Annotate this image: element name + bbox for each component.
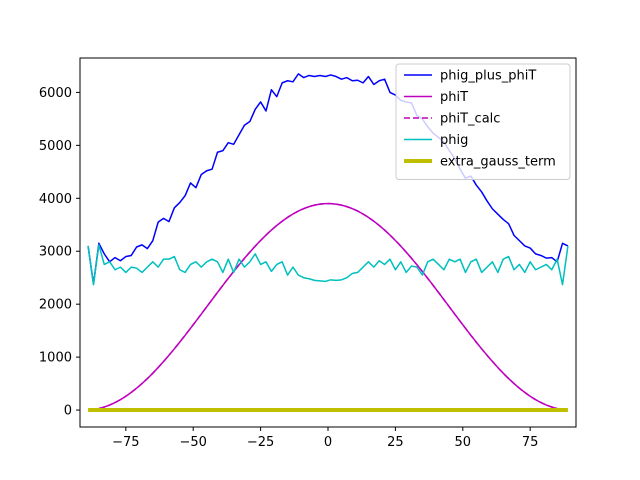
x-tick-label: 25 xyxy=(387,435,404,450)
x-tick-label: 0 xyxy=(324,435,332,450)
legend-label-phit: phiT xyxy=(440,90,468,105)
series-line-phig-plus-phit xyxy=(87,73,569,285)
legend-label-phit-calc: phiT_calc xyxy=(440,112,500,127)
y-tick-label: 4000 xyxy=(39,192,72,207)
y-tick-label: 5000 xyxy=(39,139,72,154)
x-tick-label: 50 xyxy=(455,435,472,450)
y-tick-label: 0 xyxy=(64,404,72,419)
ticks-layer: −75 −50 −25 0 25 50 75 0 1000 2000 3000 4000 5000 600… xyxy=(39,86,539,450)
y-tick-label: 3000 xyxy=(39,245,72,260)
series-line-phit-calc xyxy=(98,202,558,410)
y-tick-label: 6000 xyxy=(39,86,72,101)
x-tick-label: −75 xyxy=(112,435,139,450)
y-tick-label: 1000 xyxy=(39,351,72,366)
x-tick-label: 75 xyxy=(522,435,539,450)
series-layer xyxy=(87,73,569,413)
legend-label-extra-gauss-term: extra_gauss_term xyxy=(440,155,556,170)
y-tick-label: 2000 xyxy=(39,298,72,313)
x-tick-label: −25 xyxy=(247,435,274,450)
series-line-phig xyxy=(87,244,569,286)
legend-label-phig-plus-phit: phig_plus_phiT xyxy=(440,69,536,84)
legend-label-phig: phig xyxy=(440,133,468,148)
x-tick-label: −50 xyxy=(179,435,206,450)
legend-box xyxy=(395,63,571,180)
